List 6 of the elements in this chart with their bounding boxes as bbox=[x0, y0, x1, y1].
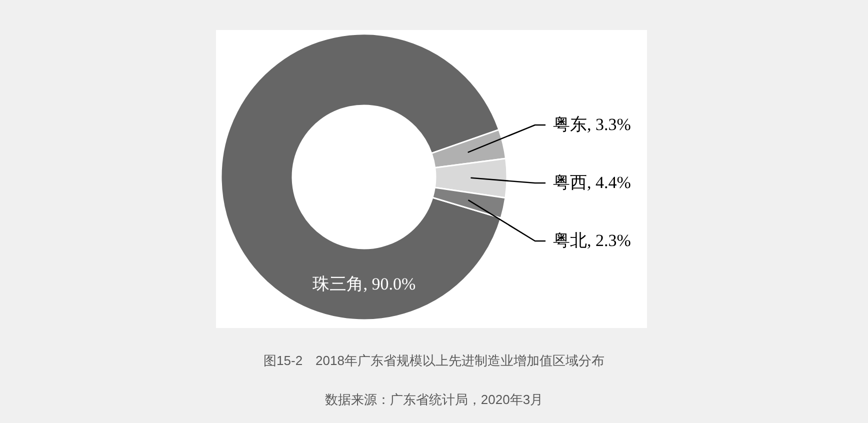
slice-label: 粤东, 3.3% bbox=[553, 115, 631, 134]
text: 图15-2 2018年广东省规模以上先进制造业增加值区域分布 bbox=[264, 353, 604, 368]
slice-label: 珠三角, 90.0% bbox=[312, 274, 416, 294]
slice-label: 粤北, 2.3% bbox=[553, 231, 631, 250]
slice-label: 粤西, 4.4% bbox=[553, 173, 631, 192]
source-note: 数据来源：广东省统计局，2020年3月 bbox=[324, 392, 544, 407]
